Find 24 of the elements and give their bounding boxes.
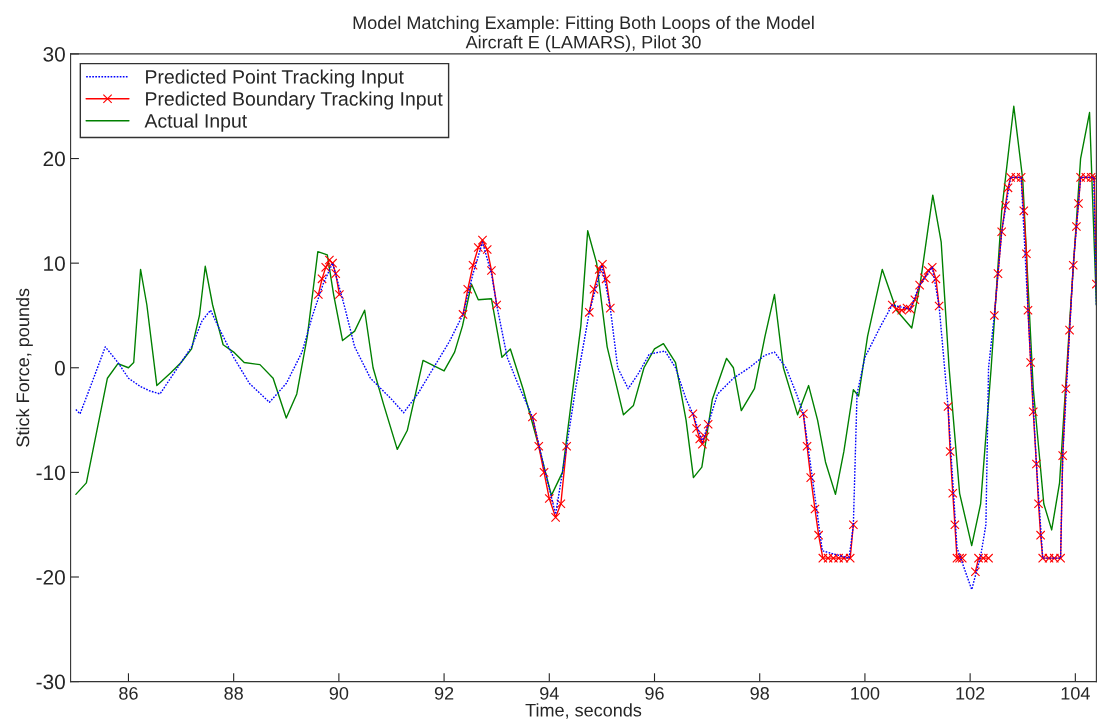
legend-label: Predicted Boundary Tracking Input bbox=[146, 91, 443, 110]
y-axis-title: Stick Force, pounds bbox=[16, 288, 33, 447]
x-tick-label: 86 bbox=[119, 686, 138, 700]
x-axis-title: Time, seconds bbox=[525, 703, 642, 719]
x-tick-label: 90 bbox=[329, 686, 349, 700]
line-series bbox=[75, 176, 1097, 591]
x-tick-label: 100 bbox=[851, 686, 880, 700]
y-tick-label: 10 bbox=[44, 256, 65, 271]
x-tick-label: 102 bbox=[956, 686, 985, 700]
y-tick-label: 20 bbox=[43, 151, 65, 167]
y-tick-label: 0 bbox=[54, 360, 65, 376]
y-tick-label: -20 bbox=[36, 570, 65, 585]
legend-label: Actual Input bbox=[144, 113, 248, 132]
x-tick-label: 88 bbox=[224, 686, 243, 700]
x-tick-label: 92 bbox=[434, 686, 454, 700]
x-tick-label: 98 bbox=[750, 686, 769, 700]
y-tick-label: 30 bbox=[43, 46, 65, 62]
x-tick-label: 104 bbox=[1061, 686, 1090, 700]
legend-label: Predicted Point Tracking Input bbox=[146, 69, 404, 88]
y-tick-label: -30 bbox=[36, 674, 65, 690]
x-tick-label: 96 bbox=[645, 686, 664, 700]
y-tick-label: -10 bbox=[36, 465, 65, 481]
x-tick-label: 94 bbox=[540, 686, 559, 700]
chart-title: Model Matching Example: Fitting Both Loops of the Model Aircraft E (LAMARS), Pilot 30 bbox=[353, 15, 814, 53]
